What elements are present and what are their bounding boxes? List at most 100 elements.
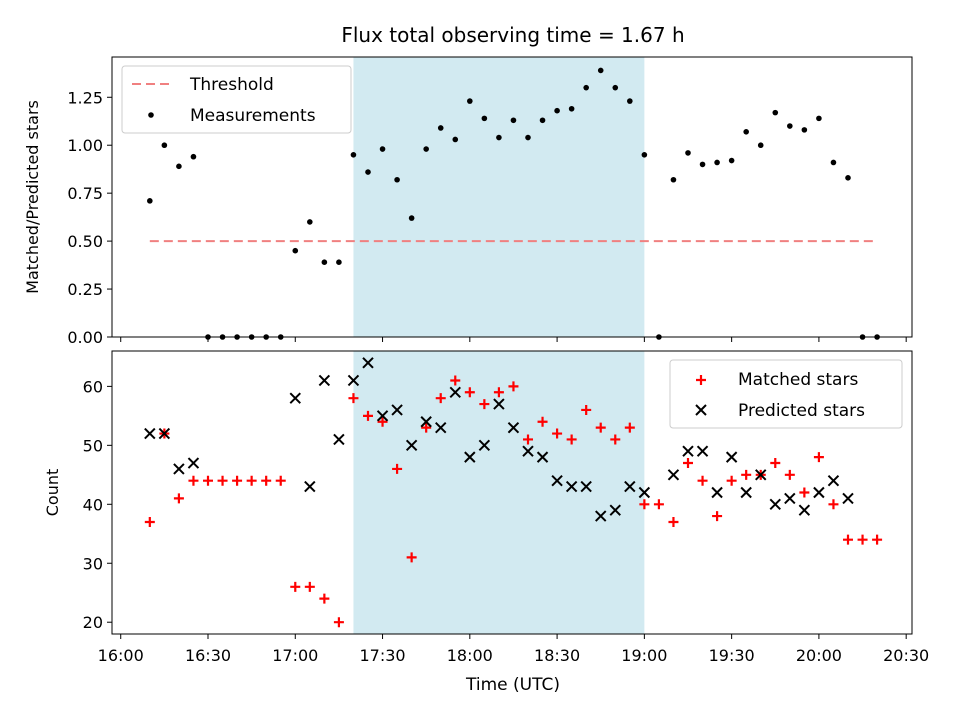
data-point — [522, 445, 534, 457]
series-measurements — [147, 67, 880, 340]
data-point — [653, 499, 664, 510]
data-point — [173, 493, 184, 504]
data-point — [726, 475, 737, 486]
data-point — [552, 428, 563, 439]
data-point — [321, 259, 328, 266]
axes-frame-top — [111, 56, 913, 338]
data-point — [597, 67, 604, 74]
data-point — [638, 486, 651, 499]
x-tick-label: 19:00 — [621, 646, 667, 665]
legend-matched-swatch — [696, 375, 706, 385]
data-point — [685, 150, 691, 156]
y-tick-label-top: 0.75 — [67, 184, 103, 203]
y-tick-label-top: 0.50 — [67, 232, 103, 251]
data-point — [391, 404, 403, 416]
data-point — [711, 486, 723, 499]
data-point — [667, 469, 680, 481]
data-point — [568, 105, 575, 112]
data-point — [394, 176, 400, 183]
y-tick-label-bottom: 50 — [83, 436, 103, 455]
data-point — [551, 475, 563, 487]
data-point — [699, 161, 706, 168]
data-point — [144, 427, 156, 440]
legend-measurements-swatch — [148, 112, 154, 118]
data-point — [365, 169, 371, 175]
y-tick-label-bottom: 30 — [83, 554, 103, 573]
legend-label: Predicted stars — [738, 401, 865, 421]
data-point — [627, 98, 633, 104]
data-point — [741, 469, 752, 480]
axes-frame-bottom — [111, 350, 913, 635]
data-point — [799, 487, 810, 498]
data-point — [464, 387, 475, 398]
data-point — [539, 117, 546, 124]
data-point — [217, 475, 228, 486]
data-point — [670, 176, 677, 183]
x-tick-label: 17:00 — [272, 646, 318, 665]
data-point — [813, 486, 825, 499]
data-point — [437, 125, 444, 131]
data-point — [697, 475, 708, 486]
data-point — [464, 451, 476, 463]
data-point — [420, 416, 432, 428]
data-point — [161, 142, 168, 149]
data-point — [144, 516, 155, 527]
data-point — [784, 469, 795, 480]
data-point — [770, 458, 781, 469]
data-point — [333, 617, 344, 628]
x-tick-label: 16:00 — [98, 646, 144, 665]
data-point — [757, 142, 764, 149]
data-point — [188, 475, 199, 486]
data-point — [507, 421, 520, 434]
data-point — [583, 84, 589, 91]
x-tick-label: 16:30 — [185, 646, 231, 665]
data-point — [232, 475, 243, 486]
data-point — [714, 159, 720, 166]
data-point — [452, 136, 459, 143]
data-point — [668, 516, 679, 527]
data-point — [481, 115, 488, 122]
data-point — [813, 452, 824, 463]
data-point — [493, 387, 504, 398]
x-tick-label: 19:30 — [709, 646, 755, 665]
x-tick-label: 18:00 — [447, 646, 493, 665]
data-point — [508, 381, 519, 392]
data-point — [816, 115, 822, 122]
data-point — [392, 463, 403, 474]
data-point — [405, 439, 418, 452]
y-axis-label-bottom: Count — [43, 469, 62, 517]
data-point — [304, 581, 315, 592]
data-point — [275, 475, 286, 486]
data-point — [336, 259, 342, 266]
top-panel-ratio: 0.00 0.25 0.50 0.75 1.00 1.25 Matched/Predicte… — [23, 56, 913, 347]
data-point — [289, 392, 301, 404]
data-point — [421, 422, 432, 433]
data-point — [755, 469, 767, 481]
data-point — [261, 475, 272, 486]
data-point — [525, 134, 531, 141]
legend-label: Threshold — [189, 75, 274, 95]
data-point — [537, 416, 548, 427]
data-point — [406, 552, 417, 563]
data-point — [147, 198, 153, 204]
data-point — [478, 439, 491, 452]
data-point — [842, 492, 854, 505]
data-point — [523, 434, 533, 445]
data-point — [449, 386, 461, 398]
legend-label: Matched stars — [738, 370, 858, 390]
data-point — [641, 152, 648, 158]
data-point — [536, 451, 549, 463]
x-tick-label: 18:30 — [534, 646, 580, 665]
data-point — [728, 157, 735, 164]
data-point — [379, 146, 386, 152]
x-tick-label: 17:30 — [359, 646, 405, 665]
data-point — [566, 434, 577, 445]
chart-title: Flux total observing time = 1.67 h — [341, 23, 684, 47]
legend-box — [669, 359, 903, 429]
data-point — [801, 127, 808, 133]
data-point — [843, 534, 853, 545]
y-tick-label-top: 1.25 — [67, 88, 103, 107]
data-point — [609, 504, 621, 516]
data-point — [787, 123, 793, 129]
data-point — [292, 247, 299, 254]
